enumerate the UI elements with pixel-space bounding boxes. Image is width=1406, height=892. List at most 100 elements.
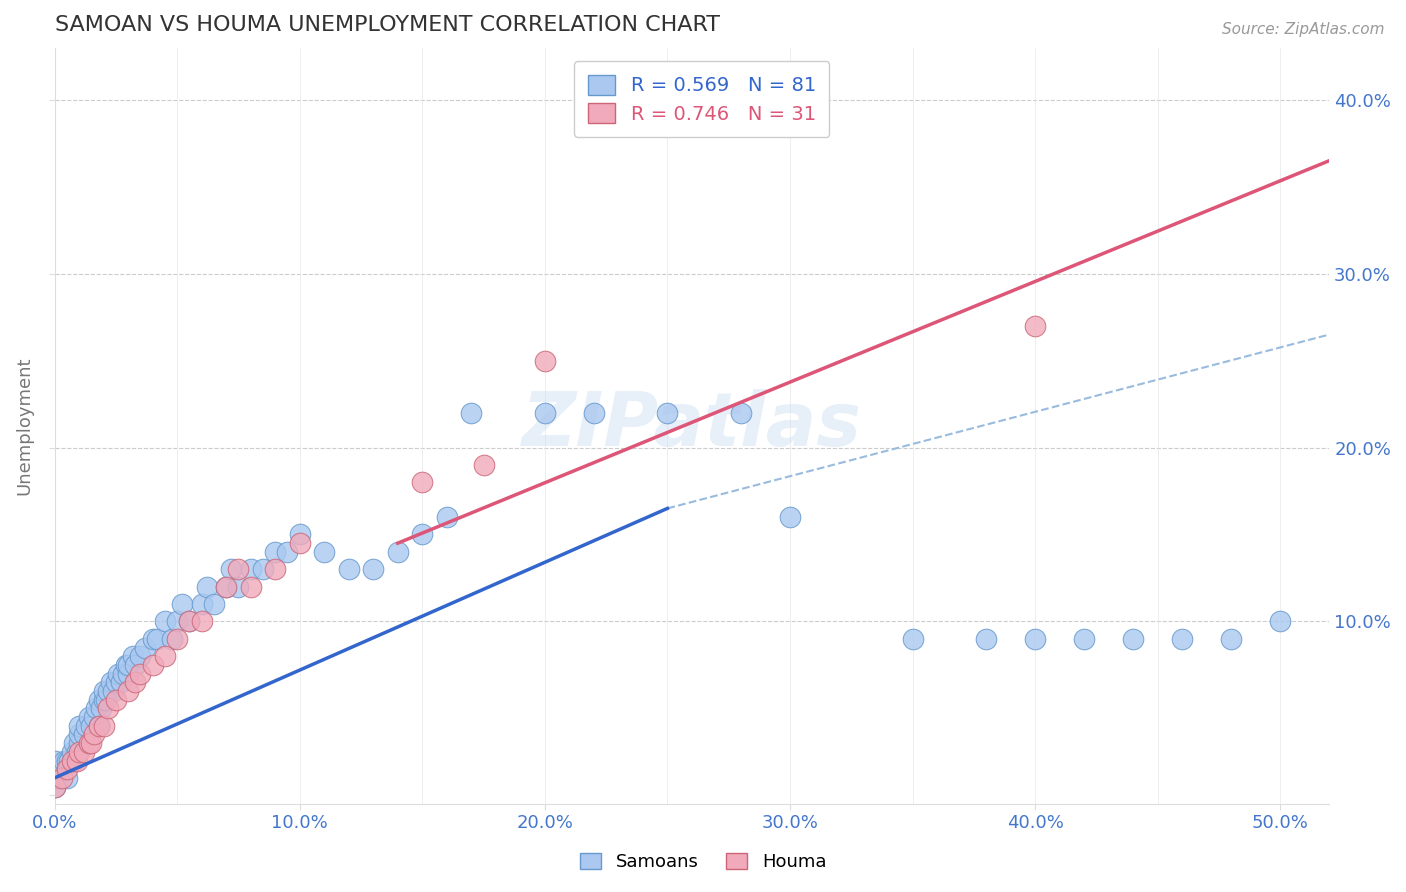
Point (460, 406, 482, 420)
Point (75, 719, 97, 733)
Point (124, 657, 146, 672)
Point (60, 754, 83, 768)
Point (215, 580, 238, 594)
Point (90, 701, 112, 715)
Point (228, 562, 250, 576)
Point (44, 762, 66, 776)
Point (974, 632, 997, 646)
Point (55, 754, 77, 768)
Point (83, 727, 105, 741)
Point (264, 562, 287, 576)
Point (730, 406, 752, 420)
Point (264, 545, 287, 559)
Point (779, 510, 801, 524)
Text: Source: ZipAtlas.com: Source: ZipAtlas.com (1222, 22, 1385, 37)
Point (195, 580, 218, 594)
Legend: R = 0.569   N = 81, R = 0.746   N = 31: R = 0.569 N = 81, R = 0.746 N = 31 (574, 62, 830, 137)
Point (63, 754, 86, 768)
Point (190, 615, 212, 629)
Point (97, 684, 120, 698)
Point (67, 736, 90, 750)
Point (104, 692, 127, 706)
Point (67, 727, 90, 741)
Point (58, 754, 80, 768)
Point (146, 632, 169, 646)
Point (337, 562, 360, 576)
Point (110, 675, 132, 690)
Point (533, 353, 555, 368)
Point (83, 710, 105, 724)
Point (80, 719, 103, 733)
Point (73, 745, 96, 759)
Point (129, 666, 152, 681)
Point (117, 657, 139, 672)
Point (87, 719, 110, 733)
Point (142, 657, 165, 672)
Point (48, 771, 70, 785)
Point (134, 640, 156, 655)
Point (657, 406, 679, 420)
Point (1024, 318, 1046, 333)
Point (67, 745, 90, 759)
Point (44, 780, 66, 794)
Point (107, 666, 129, 681)
Point (219, 562, 242, 576)
Point (100, 675, 122, 690)
Point (63, 736, 86, 750)
Point (104, 675, 127, 690)
Point (160, 632, 183, 646)
Point (314, 545, 336, 559)
Point (153, 615, 176, 629)
Point (97, 701, 120, 715)
Point (361, 562, 384, 576)
Point (44, 771, 66, 785)
Point (93, 692, 115, 706)
Point (122, 649, 145, 664)
Point (179, 615, 201, 629)
Point (215, 580, 238, 594)
Point (288, 527, 311, 541)
Point (65, 754, 87, 768)
Point (53, 754, 76, 768)
Point (84, 701, 107, 715)
Legend: Samoans, Houma: Samoans, Houma (572, 846, 834, 879)
Point (533, 406, 555, 420)
Point (411, 527, 433, 541)
Point (112, 666, 135, 681)
Point (1270, 615, 1292, 629)
Point (288, 536, 311, 550)
Point (114, 657, 136, 672)
Point (117, 666, 139, 681)
Point (153, 649, 176, 664)
Point (129, 649, 152, 664)
Point (93, 719, 115, 733)
Point (166, 632, 188, 646)
Point (1220, 632, 1243, 646)
Point (51, 762, 73, 776)
Point (252, 562, 274, 576)
Point (93, 684, 115, 698)
Point (166, 615, 188, 629)
Point (51, 771, 73, 785)
Point (87, 719, 110, 733)
Point (239, 562, 262, 576)
Point (239, 580, 262, 594)
Point (1073, 632, 1095, 646)
Y-axis label: Unemployment: Unemployment (15, 357, 32, 495)
Point (65, 745, 87, 759)
Point (411, 475, 433, 490)
Point (60, 745, 83, 759)
Point (67, 719, 90, 733)
Point (170, 597, 193, 611)
Point (87, 692, 110, 706)
Point (55, 771, 77, 785)
Text: SAMOAN VS HOUMA UNEMPLOYMENT CORRELATION CHART: SAMOAN VS HOUMA UNEMPLOYMENT CORRELATION… (55, 15, 720, 35)
Point (124, 675, 146, 690)
Point (103, 684, 125, 698)
Point (77, 736, 100, 750)
Point (80, 736, 103, 750)
Point (582, 406, 605, 420)
Point (901, 632, 924, 646)
Point (77, 710, 100, 724)
Point (44, 780, 66, 794)
